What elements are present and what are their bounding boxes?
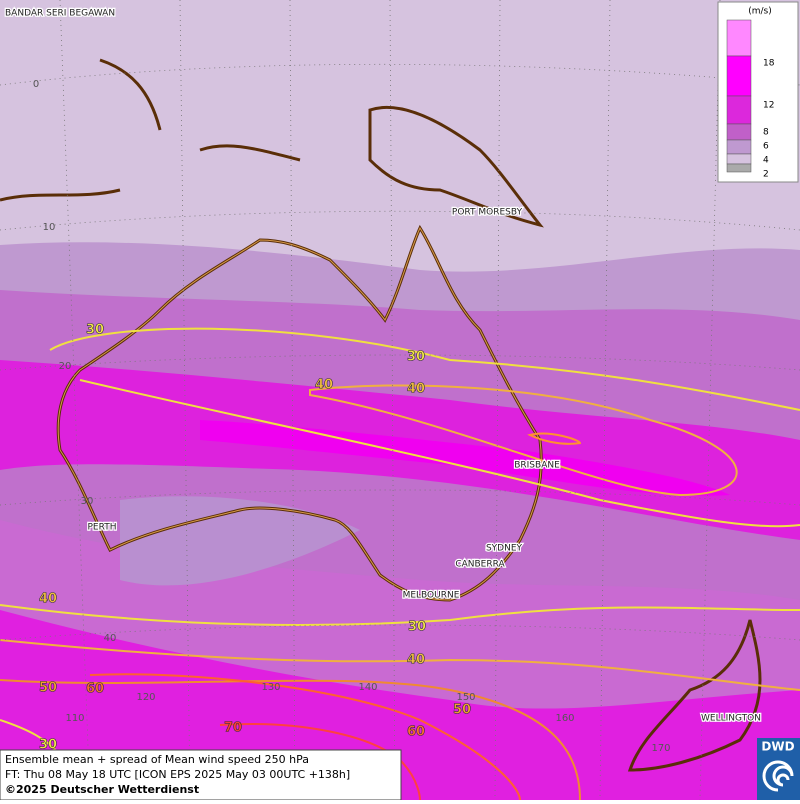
city-label: SYDNEY: [486, 544, 523, 554]
longitude-label: 110: [65, 713, 84, 724]
latitude-label: 20: [59, 361, 72, 372]
city-label: PORT MORESBY: [452, 208, 523, 218]
legend-swatch: [726, 19, 752, 57]
legend-swatch: [726, 153, 752, 165]
legend-swatch: [726, 163, 752, 173]
coastline: [57, 226, 542, 601]
legend-swatch: [726, 139, 752, 155]
contour-label: 40: [407, 382, 425, 397]
legend-swatch: [726, 55, 752, 97]
legend-tick-label: 6: [763, 142, 769, 152]
longitude-label: 130: [261, 682, 280, 693]
city-label: BRISBANE: [514, 461, 560, 471]
logo-text: DWD: [761, 740, 794, 754]
legend-tick-label: 8: [763, 128, 769, 138]
contour: [0, 327, 800, 801]
latitude-label: 40: [104, 633, 117, 644]
latitude-label: 30: [81, 496, 94, 507]
contour-label: 30: [407, 350, 425, 365]
contour-label: 40: [39, 592, 57, 607]
legend-swatch: [726, 95, 752, 125]
contour-label: 50: [39, 681, 57, 696]
city-label: PERTH: [88, 523, 117, 533]
contour-label: 60: [86, 682, 104, 697]
speed-band: [120, 496, 360, 586]
footer-line: FT: Thu 08 May 18 UTC [ICON EPS 2025 May…: [5, 768, 350, 781]
latitude-label: 0: [33, 79, 39, 90]
legend-tick-label: 18: [763, 59, 775, 69]
city-label: BANDAR SERI BEGAWAN: [5, 9, 115, 19]
city-label: MELBOURNE: [403, 591, 460, 601]
logo-swirl: [762, 760, 794, 792]
longitude-label: 120: [136, 692, 155, 703]
contour-label: 30: [39, 738, 57, 753]
contour-label: 50: [453, 703, 471, 718]
footer-line: Ensemble mean + spread of Mean wind spee…: [5, 753, 309, 766]
legend-tick-label: 12: [763, 101, 774, 111]
contour-label: 40: [407, 653, 425, 668]
contour-label: 60: [407, 725, 425, 740]
legend-tick-label: 2: [763, 170, 769, 180]
contour-label: 40: [315, 378, 333, 393]
longitude-label: 140: [358, 682, 377, 693]
city-label: WELLINGTON: [701, 714, 761, 724]
legend-unit: (m/s): [748, 7, 772, 17]
contour-label: 30: [408, 620, 426, 635]
footer-box: [0, 749, 402, 801]
footer-line: ©2025 Deutscher Wetterdienst: [5, 783, 199, 796]
longitude-label: 150: [456, 692, 475, 703]
contour-label: 30: [86, 323, 104, 338]
legend-swatch: [726, 123, 752, 141]
latitude-label: 10: [43, 222, 56, 233]
legend-tick-label: 4: [763, 156, 769, 166]
contour-label: 70: [224, 721, 242, 736]
longitude-label: 160: [555, 713, 574, 724]
legend-scale: [726, 19, 752, 173]
longitude-label: 170: [651, 743, 670, 754]
city-label: CANBERRA: [455, 560, 505, 570]
